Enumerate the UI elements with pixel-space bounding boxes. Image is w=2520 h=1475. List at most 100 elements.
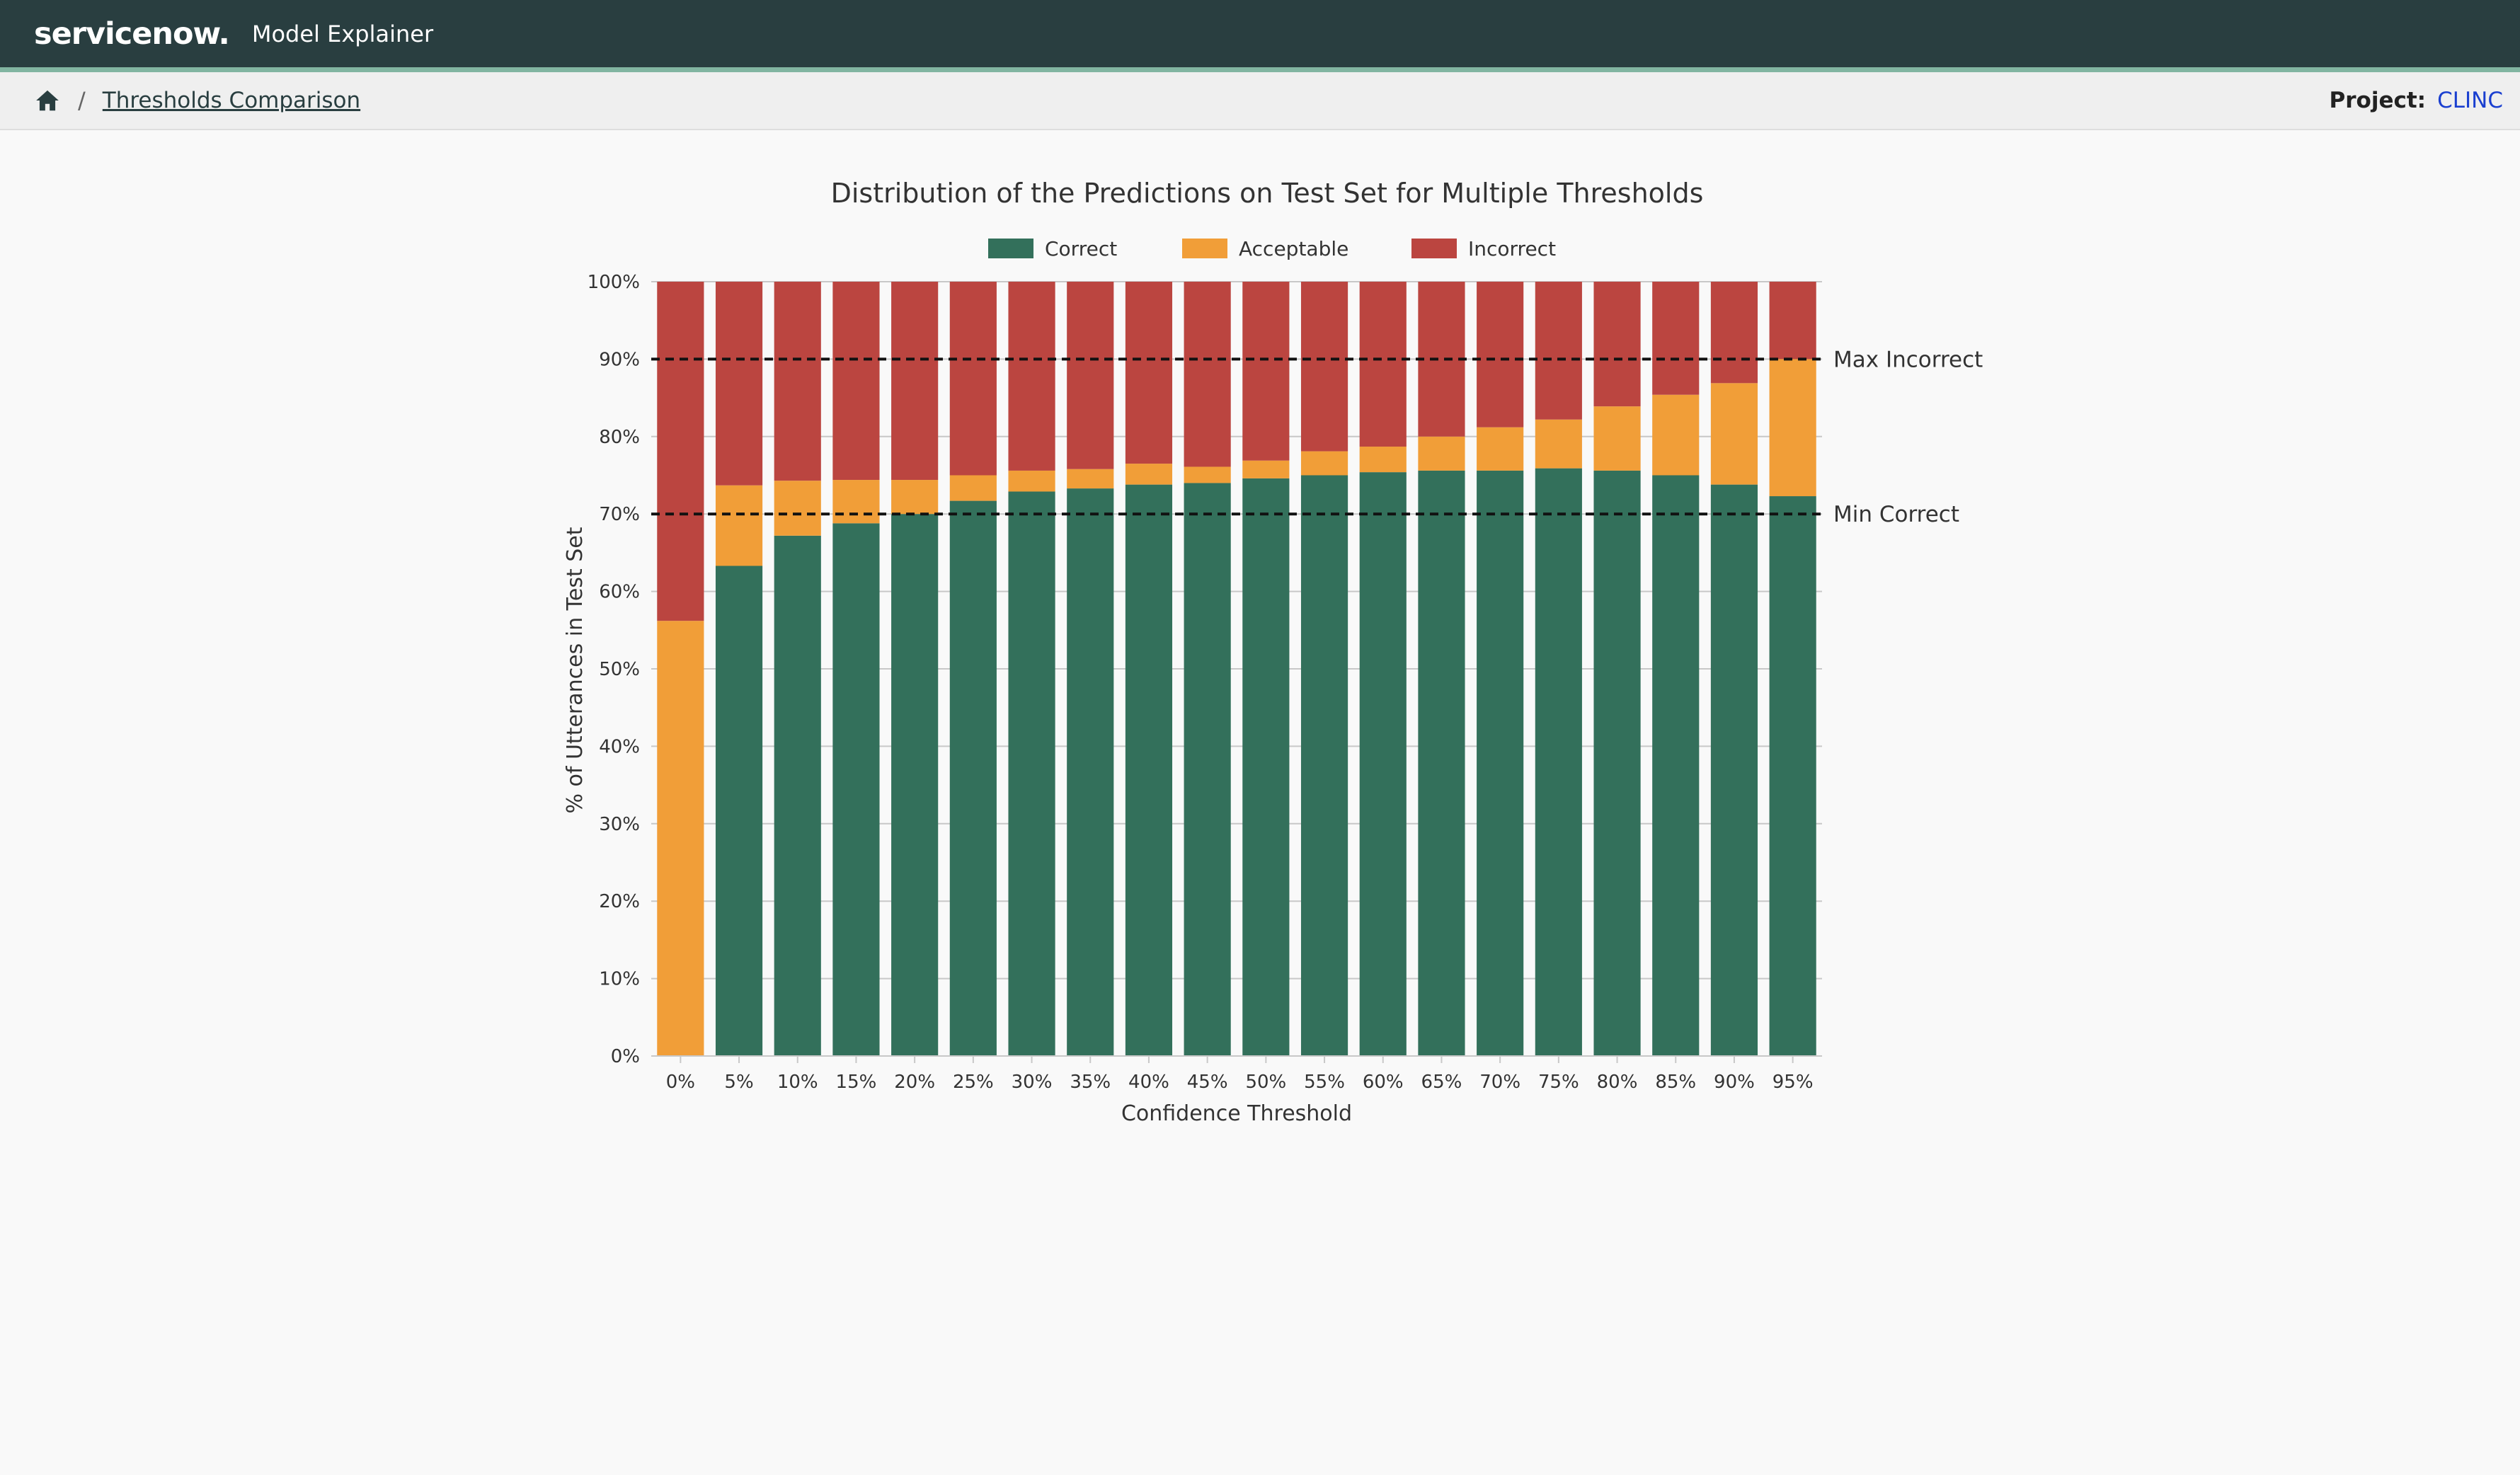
y-tick-label: 30% [599, 814, 640, 835]
y-tick-label: 80% [599, 427, 640, 448]
y-tick-label: 60% [599, 582, 640, 603]
bar-incorrect-50pct [1242, 282, 1290, 461]
bar-incorrect-5pct [715, 282, 763, 486]
bar-acceptable-25pct [949, 475, 997, 501]
bar-acceptable-60pct [1359, 447, 1407, 473]
y-tick-label: 70% [599, 504, 640, 525]
x-tick-label: 15% [836, 1072, 877, 1093]
bar-incorrect-10pct [774, 282, 821, 481]
bar-correct-95pct [1769, 496, 1816, 1056]
y-axis: 0% 10% 20% 30% 40% 50% 60% 70% 80% 90% 100% [588, 272, 640, 1067]
x-tick-label: 95% [1772, 1072, 1814, 1093]
x-tick-label: 80% [1597, 1072, 1638, 1093]
y-axis-label: % of Utterances in Test Set [563, 527, 588, 813]
bar-correct-80pct [1593, 470, 1641, 1056]
legend-swatch-acceptable [1182, 239, 1227, 258]
bar-acceptable-90pct [1710, 383, 1758, 485]
bar-incorrect-80pct [1593, 282, 1641, 407]
stacked-bar-chart: Distribution of the Predictions on Test … [563, 178, 1983, 1126]
bar-acceptable-20pct [891, 480, 939, 515]
bar-incorrect-20pct [891, 282, 939, 481]
bar-acceptable-5pct [715, 485, 763, 566]
y-tick-label: 10% [599, 969, 640, 990]
legend-swatch-incorrect [1411, 239, 1457, 258]
breadcrumb-separator: / [78, 87, 86, 114]
legend-label-acceptable: Acceptable [1239, 237, 1348, 260]
bar-acceptable-75pct [1535, 419, 1582, 469]
project-link[interactable]: CLINC [2437, 88, 2503, 113]
x-tick-label: 25% [953, 1072, 994, 1093]
bar-correct-25pct [949, 500, 997, 1056]
bar-acceptable-40pct [1125, 464, 1173, 485]
bar-incorrect-65pct [1418, 282, 1465, 437]
bar-correct-35pct [1067, 488, 1114, 1056]
y-tick-label: 40% [599, 736, 640, 757]
bar-correct-20pct [891, 514, 939, 1056]
x-tick-label: 5% [724, 1072, 753, 1093]
chart-bars [657, 282, 1816, 1056]
bar-incorrect-60pct [1359, 282, 1407, 447]
bar-incorrect-95pct [1769, 282, 1816, 360]
servicenow-logo[interactable]: servicenow. [34, 16, 230, 52]
x-tick-label: 20% [894, 1072, 935, 1093]
project-label: Project: [2329, 88, 2427, 113]
x-tick-label: 90% [1714, 1072, 1755, 1093]
x-tick-label: 35% [1070, 1072, 1111, 1093]
bar-acceptable-30pct [1008, 470, 1055, 492]
x-tick-label: 85% [1655, 1072, 1696, 1093]
bar-incorrect-90pct [1710, 282, 1758, 384]
bar-incorrect-25pct [949, 282, 997, 476]
x-tick-label: 70% [1479, 1072, 1520, 1093]
x-axis: 0% 5% 10% 15% 20% 25% 30% 35% 40% 45% 50% 55% 60% 65%… [651, 1055, 1822, 1093]
bar-correct-65pct [1418, 470, 1465, 1056]
reference-label-max-incorrect: Max Incorrect [1833, 347, 1983, 372]
bar-acceptable-85pct [1652, 394, 1700, 476]
bar-acceptable-0pct [657, 621, 704, 1056]
bar-acceptable-50pct [1242, 460, 1290, 478]
bar-correct-90pct [1710, 484, 1758, 1056]
bar-acceptable-95pct [1769, 359, 1816, 497]
bar-correct-10pct [774, 535, 821, 1056]
bar-incorrect-0pct [657, 282, 704, 621]
bar-correct-85pct [1652, 475, 1700, 1056]
x-tick-label: 10% [777, 1072, 818, 1093]
bar-correct-70pct [1477, 470, 1524, 1056]
x-tick-label: 45% [1187, 1072, 1228, 1093]
chart-title: Distribution of the Predictions on Test … [831, 178, 1704, 209]
reference-label-min-correct: Min Correct [1833, 502, 1959, 527]
reference-lines: Max Incorrect Min Correct [651, 347, 1983, 527]
top-navigation-bar: servicenow. Model Explainer [0, 0, 2520, 72]
home-icon[interactable] [34, 87, 61, 114]
x-tick-label: 75% [1538, 1072, 1579, 1093]
legend-label-correct: Correct [1045, 237, 1117, 260]
bar-correct-55pct [1300, 475, 1348, 1056]
bar-acceptable-65pct [1418, 436, 1465, 471]
y-tick-label: 50% [599, 659, 640, 680]
bar-incorrect-35pct [1067, 282, 1114, 469]
y-tick-label: 100% [588, 272, 640, 293]
y-tick-label: 0% [611, 1046, 640, 1067]
x-tick-label: 55% [1304, 1072, 1345, 1093]
bar-acceptable-45pct [1184, 466, 1231, 483]
bar-acceptable-35pct [1067, 469, 1114, 489]
project-indicator: Project: CLINC [2330, 72, 2503, 129]
breadcrumb-thresholds-comparison[interactable]: Thresholds Comparison [102, 88, 361, 113]
x-tick-label: 40% [1128, 1072, 1169, 1093]
bar-incorrect-45pct [1184, 282, 1231, 467]
chart-legend: Correct Acceptable Incorrect [988, 237, 1556, 260]
bar-incorrect-15pct [832, 282, 880, 481]
bar-incorrect-55pct [1300, 282, 1348, 452]
bar-incorrect-85pct [1652, 282, 1700, 395]
y-tick-label: 20% [599, 891, 640, 912]
y-tick-label: 90% [599, 349, 640, 370]
bar-correct-45pct [1184, 483, 1231, 1056]
x-tick-label: 50% [1245, 1072, 1286, 1093]
bar-incorrect-70pct [1477, 282, 1524, 427]
bar-acceptable-15pct [832, 480, 880, 524]
app-name: Model Explainer [251, 20, 434, 47]
bar-incorrect-30pct [1008, 282, 1055, 471]
x-axis-label: Confidence Threshold [1121, 1101, 1352, 1126]
bar-correct-5pct [715, 566, 763, 1056]
bar-acceptable-10pct [774, 481, 821, 536]
x-tick-label: 30% [1012, 1072, 1053, 1093]
